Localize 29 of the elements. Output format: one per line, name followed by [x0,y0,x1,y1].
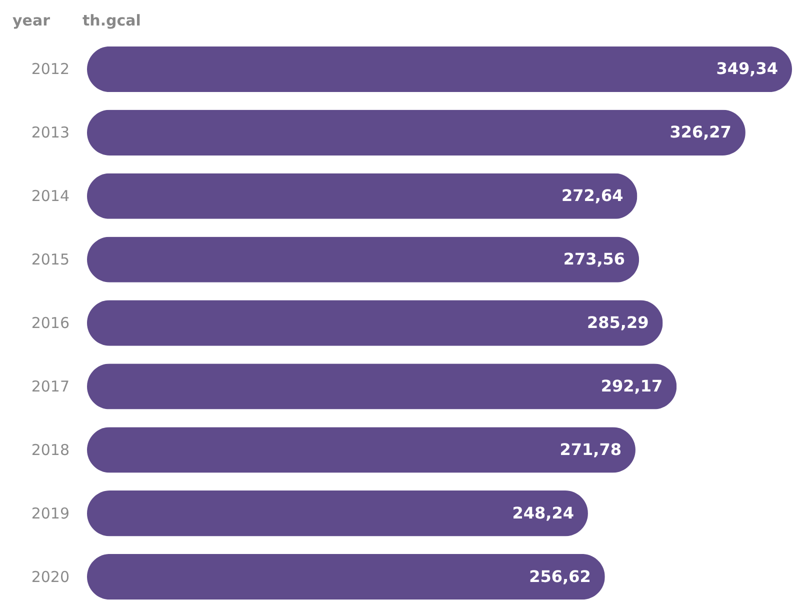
bar [87,300,663,346]
y-tick-label: 2019 [31,504,70,522]
bar [87,110,746,156]
y-tick-label: 2013 [31,124,70,142]
y-tick-label: 2014 [31,187,70,206]
data-label: 349,34 [716,59,778,78]
bar [87,427,636,473]
data-label: 273,56 [563,250,626,269]
data-label: 285,29 [586,313,649,332]
y-tick-label: 2017 [31,377,70,396]
bar [87,46,792,92]
y-axis-title: year [12,12,51,30]
bar [87,554,605,600]
data-label: 272,64 [561,186,624,206]
bar [87,236,640,282]
bar [87,173,638,219]
y-tick-label: 2020 [31,568,70,586]
x-axis-title: th.gcal [82,12,141,30]
y-tick-label: 2016 [31,314,70,332]
y-tick-label: 2018 [31,440,70,459]
y-tick-label: 2012 [31,60,70,78]
bar [87,490,588,536]
data-label: 271,78 [560,440,622,459]
data-label: 256,62 [529,566,591,586]
data-label: 248,24 [512,503,574,522]
data-label: 292,17 [600,376,663,396]
y-tick-label: 2015 [31,250,70,269]
data-label: 326,27 [670,122,732,142]
bar [87,364,677,410]
